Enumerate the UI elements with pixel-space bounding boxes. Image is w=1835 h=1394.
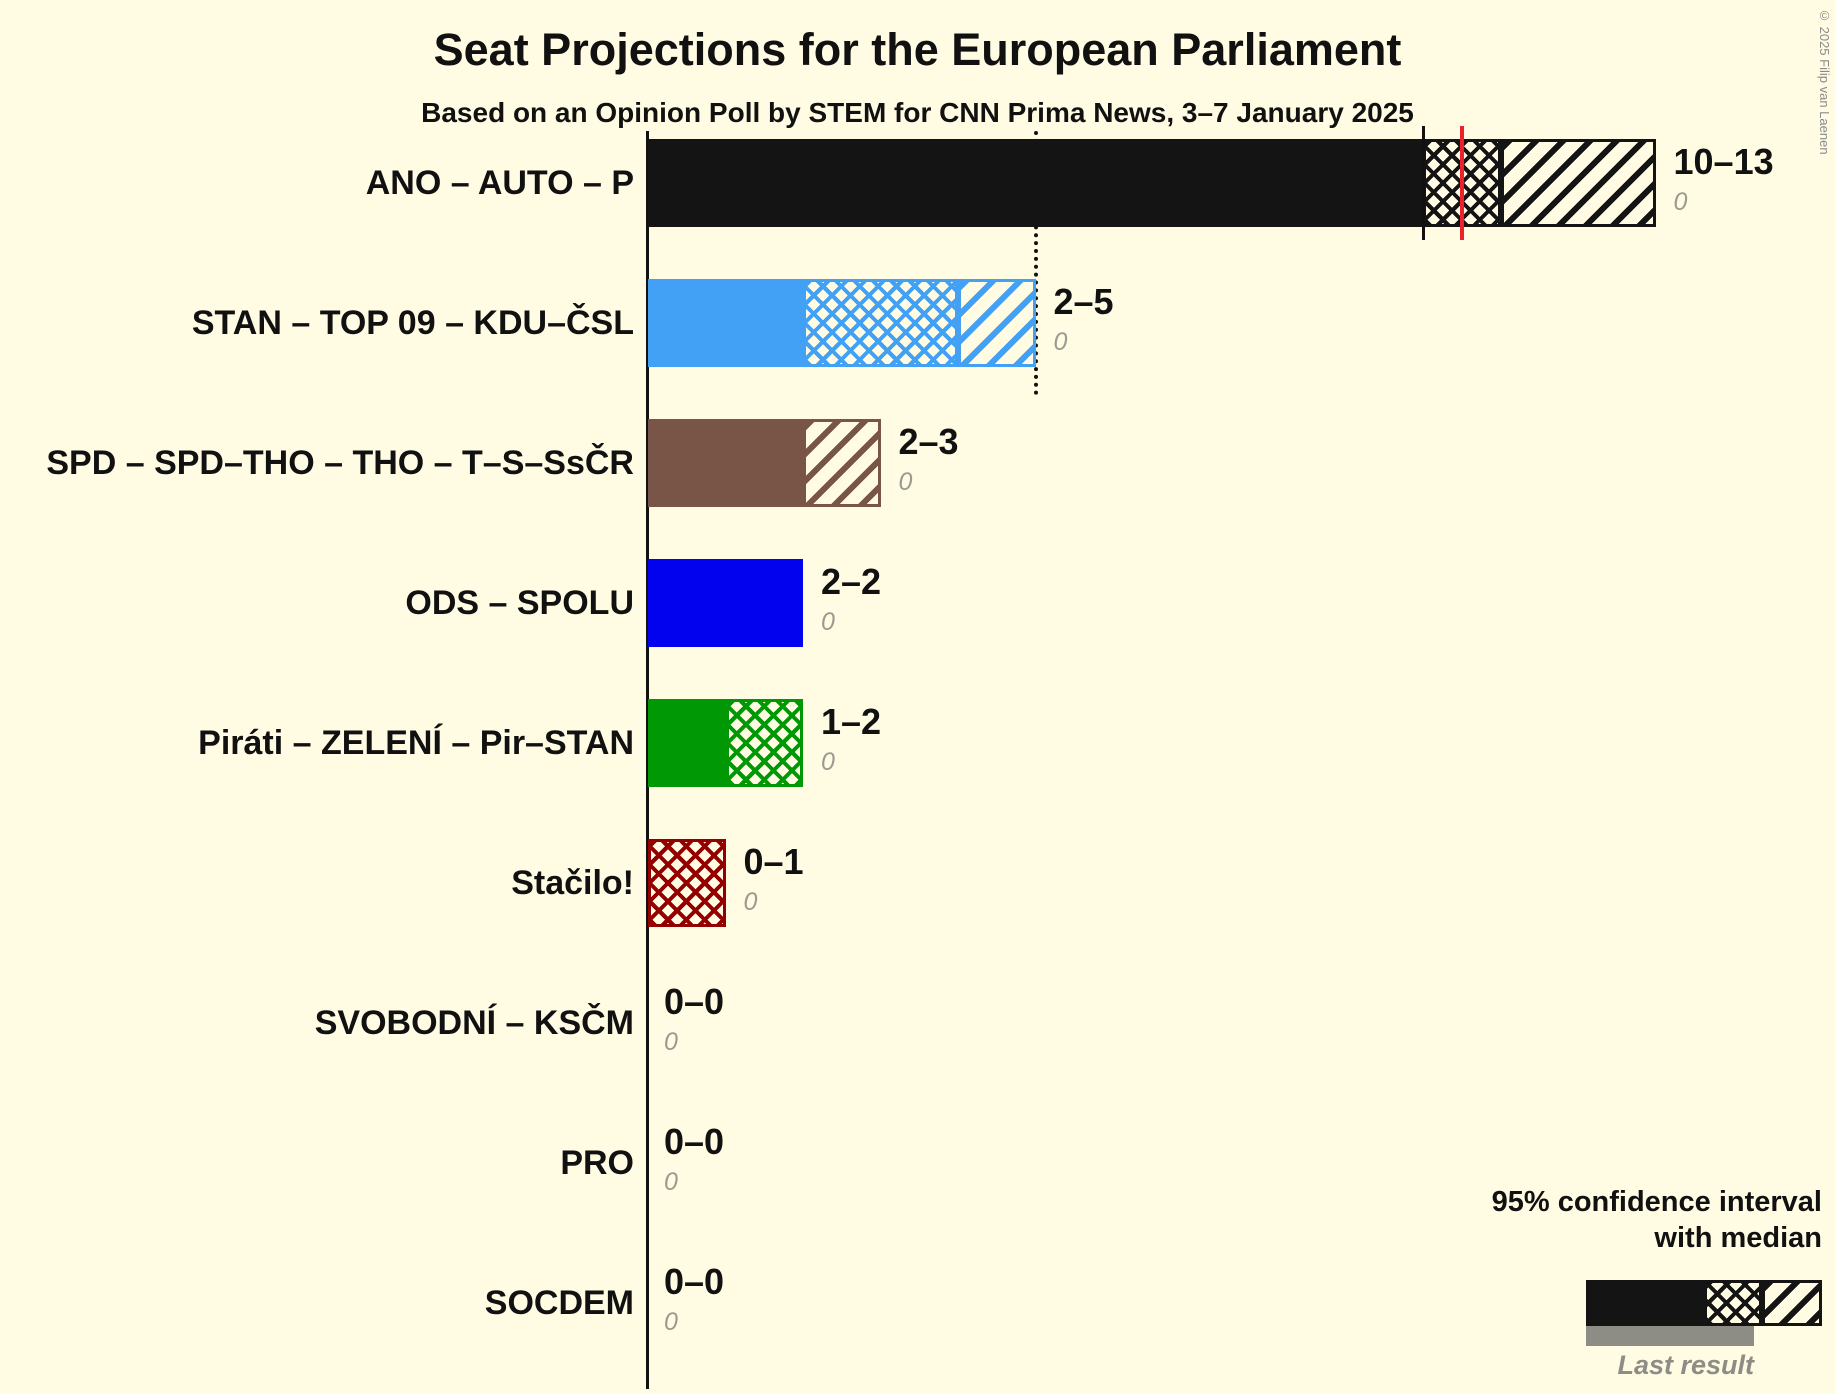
bar-solid-segment [648, 559, 803, 647]
bar-diagonal-segment [1500, 139, 1656, 227]
last-result-value: 0 [821, 748, 835, 776]
party-label: STAN – TOP 09 – KDU–ČSL [191, 303, 634, 342]
bar-diagonal-segment [958, 279, 1036, 367]
seat-range-label: 2–2 [821, 561, 882, 602]
bar-diagonal-segment [803, 419, 881, 507]
legend-solid-segment [1586, 1280, 1704, 1326]
party-row: SPD – SPD–THO – THO – T–S–SsČR 2–3 0 [0, 419, 1835, 507]
party-row: SVOBODNÍ – KSČM 0–0 0 [0, 979, 1835, 1067]
bar-solid-segment [648, 419, 803, 507]
bar-solid-segment [648, 699, 726, 787]
seat-range-label: 0–0 [664, 981, 725, 1022]
party-row: STAN – TOP 09 – KDU–ČSL 2–5 0 [0, 279, 1835, 367]
party-row: Piráti – ZELENÍ – Pir–STAN 1–2 0 [0, 699, 1835, 787]
bar-solid-segment [648, 279, 803, 367]
last-result-value: 0 [821, 608, 835, 636]
party-label: SOCDEM [484, 1283, 634, 1322]
bar-crosshatch-segment [803, 279, 958, 367]
party-label: ANO – AUTO – P [365, 163, 634, 202]
seat-range-label: 2–5 [1053, 281, 1114, 322]
legend-last-result-label: Last result [1617, 1350, 1754, 1380]
party-row: SOCDEM 0–0 0 [0, 1259, 1835, 1347]
legend-crosshatch-segment [1704, 1280, 1762, 1326]
seat-range-label: 10–13 [1673, 141, 1774, 182]
bar-crosshatch-segment [648, 839, 726, 927]
bar-crosshatch-segment [725, 699, 803, 787]
axis-line [646, 131, 649, 1389]
last-result-value: 0 [898, 468, 913, 496]
party-row: ANO – AUTO – P 10–13 0 [0, 139, 1835, 227]
legend-last-result-bar [1586, 1326, 1754, 1346]
legend-diagonal-segment [1762, 1280, 1822, 1326]
last-result-value: 0 [664, 1168, 678, 1196]
last-result-value: 0 [1673, 188, 1688, 216]
bar-solid-segment [648, 139, 1423, 227]
party-label: SVOBODNÍ – KSČM [314, 1003, 634, 1042]
party-row: Stačilo! 0–1 0 [0, 839, 1835, 927]
party-label: Piráti – ZELENÍ – Pir–STAN [198, 723, 634, 762]
seat-range-label: 0–0 [664, 1261, 725, 1302]
party-label: SPD – SPD–THO – THO – T–S–SsČR [46, 443, 634, 482]
seat-range-label: 0–1 [743, 841, 804, 882]
seat-range-label: 0–0 [664, 1121, 725, 1162]
seat-range-label: 2–3 [898, 421, 959, 462]
chart-title: Seat Projections for the European Parlia… [433, 24, 1402, 75]
chart-subtitle: Based on an Opinion Poll by STEM for CNN… [421, 97, 1414, 128]
party-label: ODS – SPOLU [405, 583, 634, 622]
legend-title-line2: with median [1654, 1222, 1822, 1254]
party-label: Stačilo! [511, 863, 634, 902]
majority-line [1459, 126, 1464, 240]
seat-range-label: 1–2 [821, 701, 882, 742]
last-result-value: 0 [664, 1028, 678, 1056]
copyright-watermark: © 2025 Filip van Laenen [1817, 8, 1832, 155]
last-result-value: 0 [664, 1308, 678, 1336]
legend-sample-bar [1586, 1280, 1822, 1326]
dotted-threshold-line [1033, 131, 1038, 395]
last-result-value: 0 [1053, 328, 1068, 356]
last-result-value: 0 [743, 888, 758, 916]
median-tick [1422, 126, 1425, 240]
party-row: ODS – SPOLU 2–2 0 [0, 559, 1835, 647]
legend-title-line1: 95% confidence interval [1491, 1186, 1822, 1218]
party-label: PRO [560, 1143, 634, 1182]
party-row: PRO 0–0 0 [0, 1119, 1835, 1207]
